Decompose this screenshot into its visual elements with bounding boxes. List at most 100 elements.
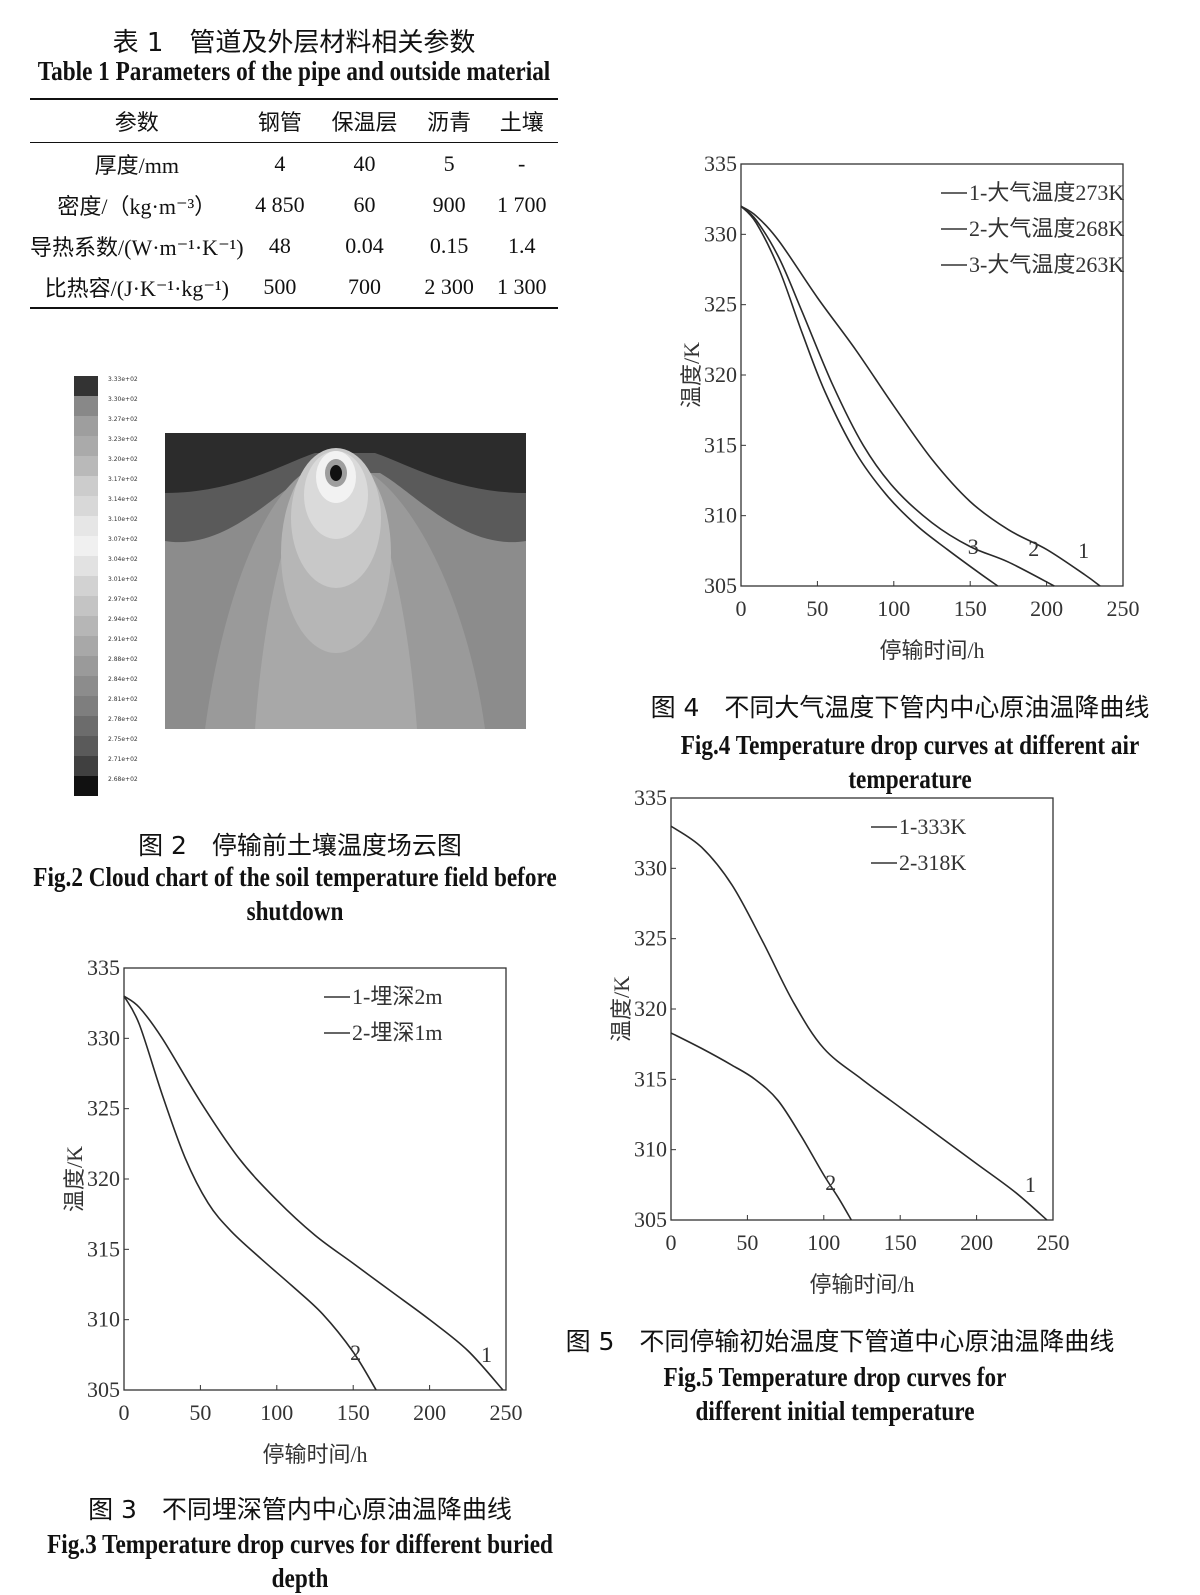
table-cell: 700 — [316, 266, 413, 309]
legend-label: 3.01e+02 — [108, 576, 138, 583]
legend-label: 3.07e+02 — [108, 536, 138, 543]
legend-label: 2.84e+02 — [108, 676, 138, 683]
table-cell: 1 300 — [485, 266, 558, 309]
legend-label: 3.20e+02 — [108, 456, 138, 463]
fig5-caption-cn: 图 5 不同停输初始温度下管道中心原油温降曲线 — [565, 1327, 1115, 1356]
y-tick-label: 320 — [634, 996, 667, 1021]
x-tick-label: 50 — [736, 1230, 758, 1255]
legend-entry: 2-318K — [899, 850, 966, 875]
legend-swatch — [74, 456, 98, 476]
series-line — [740, 205, 1055, 587]
series-line — [123, 995, 504, 1391]
table-cell: 密度/（kg·m⁻³） — [57, 193, 217, 219]
fig3-caption-cn: 图 3 不同埋深管内中心原油温降曲线 — [88, 1495, 512, 1524]
x-tick-label: 250 — [490, 1400, 523, 1425]
x-tick-label: 100 — [807, 1230, 840, 1255]
table-cell: 2 300 — [412, 266, 486, 309]
legend-label: 2.68e+02 — [108, 776, 138, 783]
legend-label: 3.04e+02 — [108, 556, 138, 563]
table-cell: 4 850 — [255, 191, 305, 217]
legend-entry: 1-大气温度273K — [969, 180, 1124, 205]
y-axis-label: 温度/K — [609, 976, 634, 1042]
table-cell: 40 — [353, 150, 376, 176]
x-axis-label: 停输时间/h — [879, 638, 984, 663]
legend-label: 2.97e+02 — [108, 596, 138, 603]
x-tick-label: 150 — [337, 1400, 370, 1425]
legend-swatch — [74, 676, 98, 696]
y-tick-label: 305 — [704, 573, 737, 598]
table-cell: 500 — [243, 266, 317, 309]
legend-label: 2.78e+02 — [108, 716, 138, 723]
table-header-cell: 土壤 — [485, 98, 558, 143]
legend-label: 3.23e+02 — [108, 436, 138, 443]
y-axis-label: 温度/K — [679, 342, 704, 408]
legend-swatch — [74, 616, 98, 636]
table-cell: 比热容/(J·K⁻¹·kg⁻¹) — [30, 266, 244, 309]
y-tick-label: 305 — [87, 1377, 120, 1402]
y-tick-label: 330 — [634, 855, 667, 880]
x-tick-label: 200 — [413, 1400, 446, 1425]
y-tick-label: 325 — [87, 1096, 120, 1121]
legend-label: 3.14e+02 — [108, 496, 138, 503]
y-tick-label: 325 — [634, 926, 667, 951]
y-tick-label: 320 — [87, 1166, 120, 1191]
series-line — [123, 995, 377, 1391]
series-line — [740, 205, 999, 587]
legend-label: 2.71e+02 — [108, 756, 138, 763]
table-cell: 4 — [274, 150, 286, 176]
legend-entry: 2-大气温度268K — [969, 216, 1124, 241]
legend-label: 2.81e+02 — [108, 696, 138, 703]
series-number-label: 1 — [1025, 1172, 1036, 1197]
fig4-caption-cn: 图 4 不同大气温度下管内中心原油温降曲线 — [650, 693, 1150, 722]
y-tick-label: 320 — [704, 362, 737, 387]
legend-entry: 2-埋深1m — [352, 1020, 442, 1045]
legend-swatch — [74, 696, 98, 716]
parameters-table: 参数 钢管 保温层 沥青 土壤 厚度/mm 4 40 5 - 密度/（kg·m⁻… — [30, 98, 558, 309]
table1-title-cn: 表 1 管道及外层材料相关参数 — [112, 28, 476, 58]
x-tick-label: 0 — [119, 1400, 130, 1425]
x-tick-label: 200 — [960, 1230, 993, 1255]
legend-swatch — [74, 576, 98, 596]
x-axis-label: 停输时间/h — [809, 1272, 914, 1297]
table-header-cell: 沥青 — [412, 98, 486, 143]
series-number-label: 2 — [825, 1170, 836, 1195]
soil-temperature-contour — [165, 433, 526, 729]
fig2-caption-en: Fig.2 Cloud chart of the soil temperatur… — [33, 862, 557, 926]
x-tick-label: 100 — [260, 1400, 293, 1425]
y-tick-label: 310 — [704, 503, 737, 528]
x-tick-label: 100 — [877, 596, 910, 621]
legend-swatch — [74, 396, 98, 416]
legend-swatch — [74, 556, 98, 576]
legend-swatch — [74, 376, 98, 396]
legend-label: 2.75e+02 — [108, 736, 138, 743]
legend-swatch — [74, 596, 98, 616]
legend-entry: 3-大气温度263K — [969, 252, 1124, 277]
legend-label: 3.27e+02 — [108, 416, 138, 423]
fig5-chart: 0 50 100 150 200 250 305 310 315 320 325 330 335 停输时间… — [609, 785, 1070, 1297]
legend-swatch — [74, 776, 98, 796]
table-cell: 1 700 — [496, 191, 547, 217]
table-header-cell: 钢管 — [243, 98, 317, 143]
legend-swatch — [74, 496, 98, 516]
series-number-label: 2 — [1028, 536, 1039, 561]
series-number-label: 1 — [1078, 538, 1089, 563]
y-tick-label: 315 — [87, 1236, 120, 1261]
legend-label: 3.33e+02 — [108, 376, 138, 383]
table-cell: 900 — [432, 191, 466, 217]
y-tick-label: 335 — [704, 151, 737, 176]
legend-label: 2.88e+02 — [108, 656, 138, 663]
fig4-caption-en: Fig.4 Temperature drop curves at differe… — [680, 730, 1140, 794]
legend-entry: 1-333K — [899, 814, 966, 839]
x-tick-label: 150 — [954, 596, 987, 621]
y-tick-label: 330 — [704, 221, 737, 246]
y-tick-label: 335 — [634, 785, 667, 810]
y-tick-label: 310 — [634, 1137, 667, 1162]
x-tick-label: 50 — [189, 1400, 211, 1425]
table-row: 厚度/mm 4 40 5 - — [30, 143, 558, 185]
fig2-caption-cn: 图 2 停输前土壤温度场云图 — [138, 831, 462, 860]
x-tick-label: 250 — [1037, 1230, 1070, 1255]
table-header-cell: 保温层 — [316, 98, 413, 143]
plot-frame — [123, 967, 507, 1391]
series-number-label: 3 — [968, 534, 979, 559]
legend-swatch — [74, 516, 98, 536]
